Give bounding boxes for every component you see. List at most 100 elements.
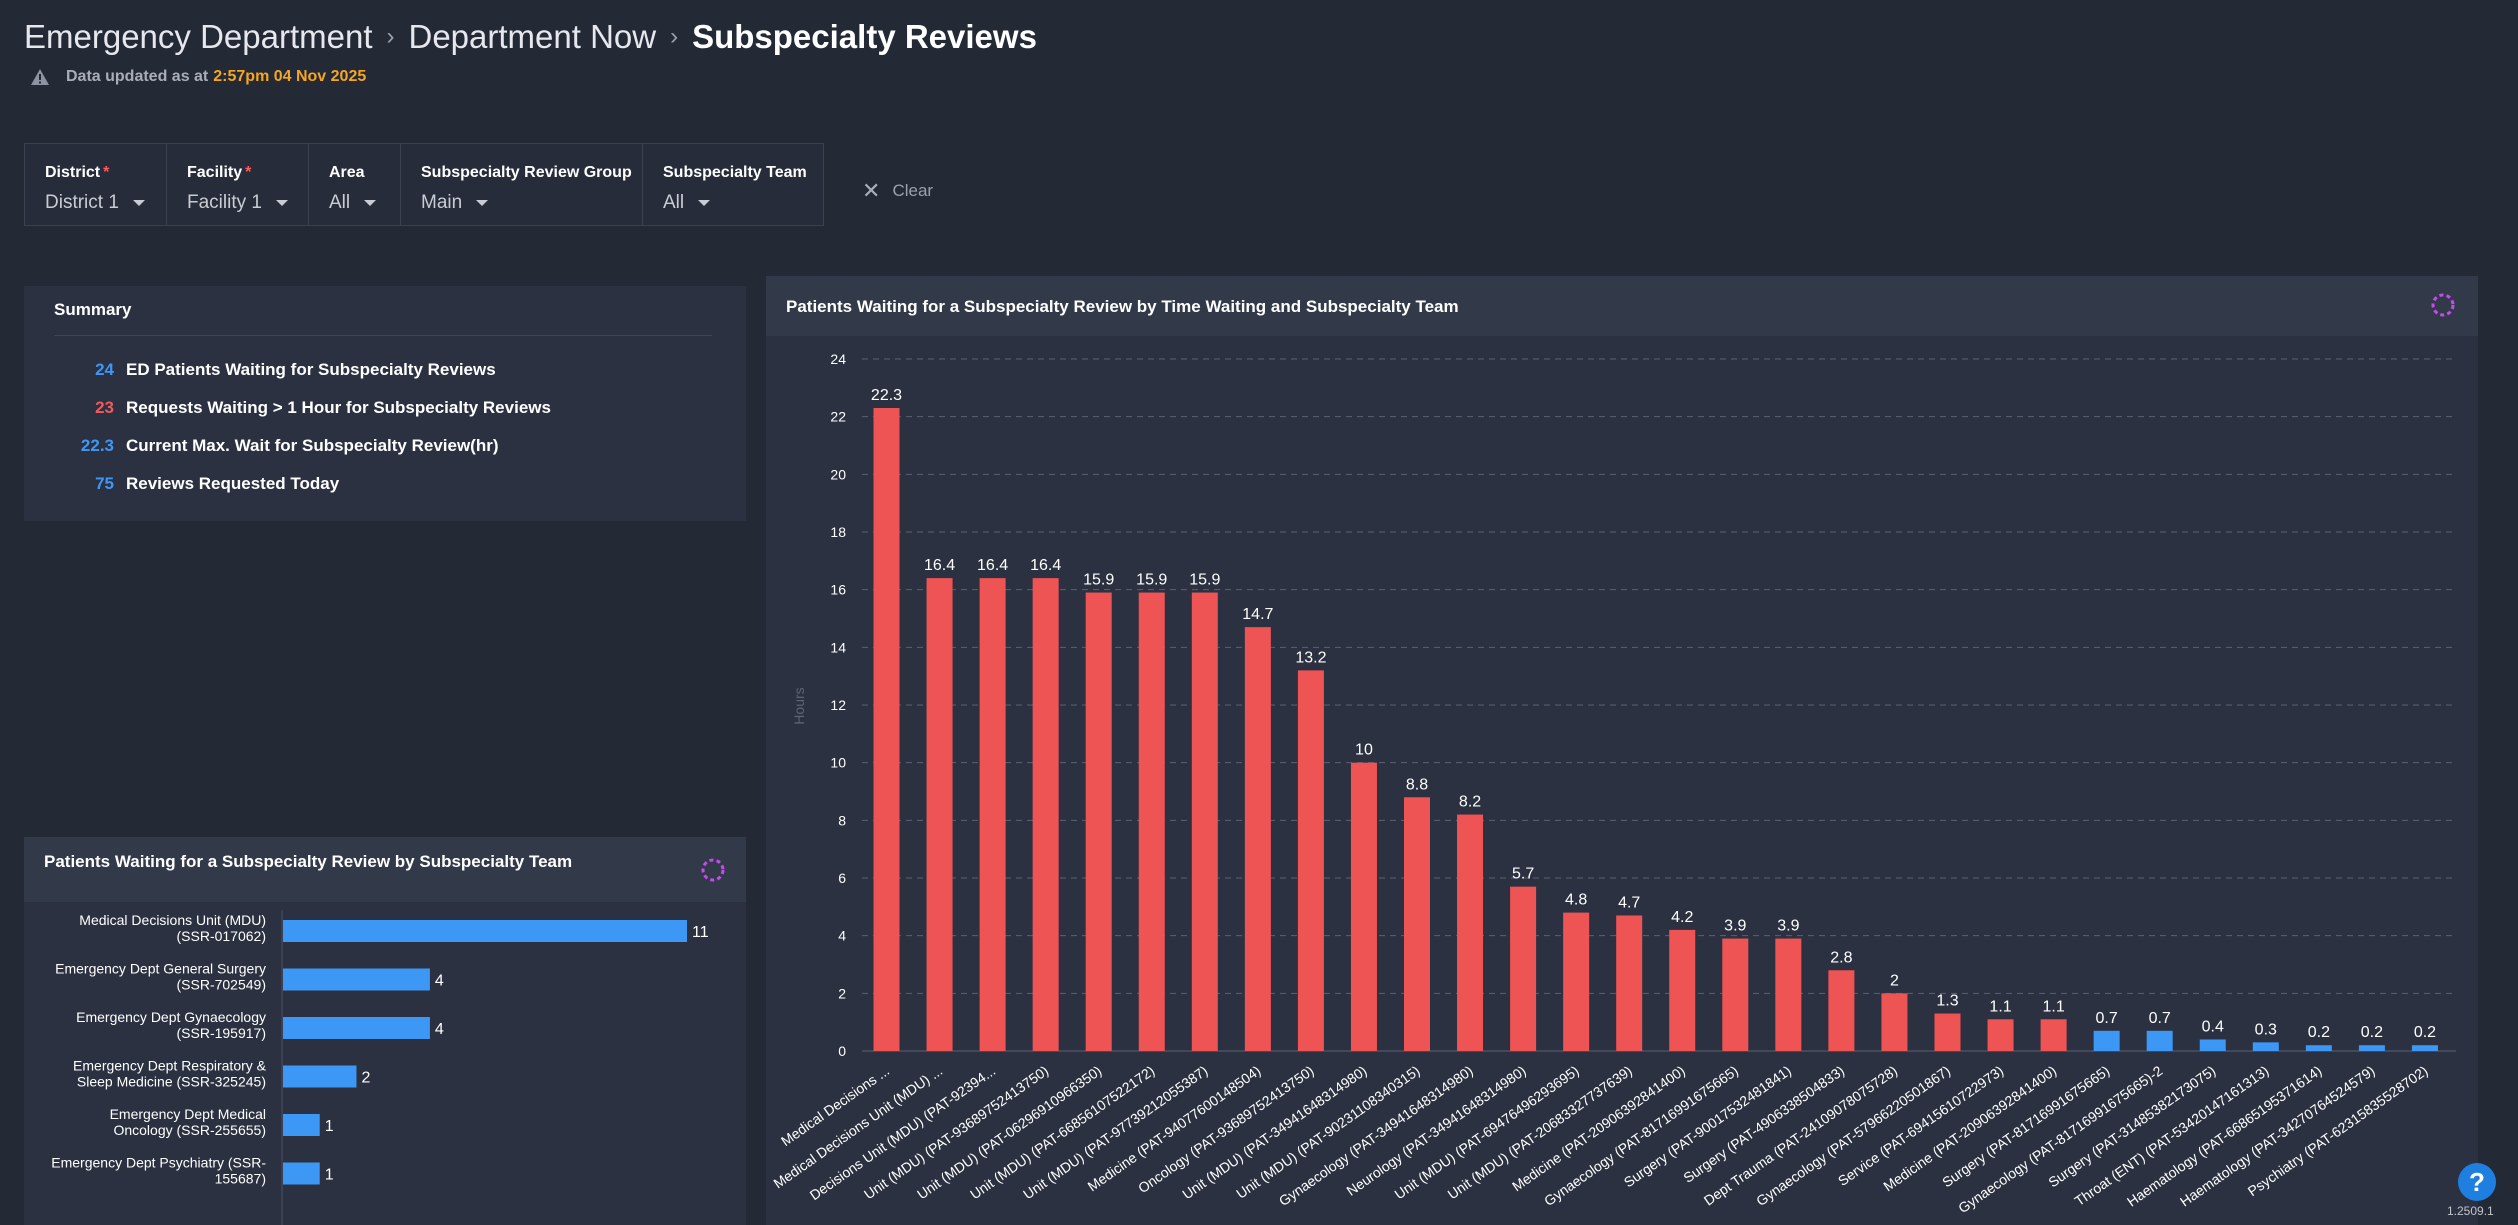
y-tick-label: 20 [830,466,846,482]
wait-bar[interactable] [2411,1045,2438,1051]
wait-bar[interactable] [1350,762,1377,1051]
district-select[interactable]: District 1 [45,192,146,214]
team-chart-header: Patients Waiting for a Subspecialty Revi… [24,837,746,902]
chevron-right-icon: › [670,23,679,50]
wait-bar[interactable] [2305,1045,2332,1051]
summary-value: 22.3 [80,436,114,455]
summary-row: 23 Requests Waiting > 1 Hour for Subspec… [54,398,551,418]
district-filter-label: District [45,164,101,181]
x-tick-label: Throat (ENT) (PAT-53420147161313) [2072,1062,2272,1209]
wait-bar[interactable] [1987,1019,2014,1051]
facility-filter-label: Facility [187,164,243,181]
x-tick-label: Gynaecology (PAT-57966220501867) [1753,1062,1953,1209]
wait-bar[interactable] [1722,938,1749,1051]
team-bar-value: 4 [435,1021,444,1038]
team-category-label: (SSR-017062) [177,928,267,944]
subspecialty-review-group-select[interactable]: Main [421,192,622,214]
caret-down-icon [476,200,489,206]
caret-down-icon [132,200,145,206]
wait-bar[interactable] [1669,929,1696,1051]
wait-bar[interactable] [1510,886,1537,1051]
subspecialty-review-group-filter[interactable]: Subspecialty Review Group Main [401,144,643,225]
data-updated-label: Data updated as at [66,68,209,85]
x-tick-label: Haematology (PAT-66865195371614) [2124,1062,2325,1209]
team-chart-panel: Patients Waiting for a Subspecialty Revi… [24,837,746,1225]
clear-label: Clear [892,181,934,200]
wait-bar[interactable] [1616,915,1643,1051]
wait-bar[interactable] [2252,1042,2279,1051]
summary-title: Summary [54,300,132,319]
facility-select[interactable]: Facility 1 [187,192,288,214]
team-category-label: Oncology (SSR-255655) [113,1122,266,1138]
district-filter[interactable]: District * District 1 [25,144,167,225]
wait-bar-value: 15.9 [1189,572,1220,589]
area-filter[interactable]: Area All [309,144,401,225]
wait-bar[interactable] [1085,592,1112,1051]
y-tick-label: 6 [838,870,846,886]
team-category-label: Sleep Medicine (SSR-325245) [77,1074,266,1090]
team-bar[interactable] [283,1017,430,1039]
subspecialty-review-group-label: Subspecialty Review Group [421,164,632,181]
wait-bar[interactable] [1138,592,1165,1051]
wait-bar[interactable] [1404,797,1430,1051]
wait-bar[interactable] [1244,627,1271,1051]
wait-bar[interactable] [1191,592,1218,1051]
team-bar[interactable] [283,968,430,991]
wait-bar-value: 16.4 [924,557,955,574]
wait-bar[interactable] [926,578,953,1051]
warning-icon [31,69,49,85]
y-tick-label: 22 [830,409,846,425]
wait-bar[interactable] [1881,993,1908,1051]
chevron-right-icon: › [386,23,395,50]
wait-bar[interactable] [1457,814,1484,1051]
breadcrumb-emergency-department[interactable]: Emergency Department [24,18,373,55]
wait-bar[interactable] [2358,1045,2385,1051]
summary-label: Reviews Requested Today [126,474,340,493]
required-marker: * [103,164,110,181]
wait-bar[interactable] [2146,1030,2173,1051]
wait-bar[interactable] [2199,1039,2226,1051]
facility-filter[interactable]: Facility * Facility 1 [167,144,309,225]
wait-bar-value: 4.8 [1565,892,1587,909]
page-title: Subspecialty Reviews [692,18,1037,55]
wait-bar[interactable] [873,408,900,1051]
subspecialty-team-select[interactable]: All [663,192,803,214]
wait-bar-value: 2 [1890,972,1899,989]
wait-bar[interactable] [1828,970,1855,1051]
team-bar[interactable] [283,1162,320,1185]
team-bar-value: 1 [325,1118,334,1135]
breadcrumb-department-now[interactable]: Department Now [408,18,657,55]
wait-bar[interactable] [1934,1013,1961,1051]
wait-bar-value: 1.1 [2042,998,2064,1015]
team-category-label: (SSR-195917) [177,1025,267,1041]
wait-bar[interactable] [979,578,1006,1051]
wait-bar[interactable] [2040,1019,2067,1051]
wait-bar-value: 0.2 [2361,1024,2383,1041]
caret-down-icon [698,200,711,206]
loading-spinner-icon [701,858,725,882]
wait-bar[interactable] [1563,912,1590,1051]
team-bar[interactable] [283,1065,357,1088]
wait-bar-value: 0.7 [2096,1010,2118,1027]
wait-bar[interactable] [1297,670,1324,1051]
divider [54,335,712,336]
wait-bar[interactable] [2093,1030,2120,1051]
summary-row: 75 Reviews Requested Today [54,474,339,494]
wait-bar-value: 13.2 [1295,649,1326,666]
wait-bar[interactable] [1032,578,1059,1051]
area-select[interactable]: All [329,192,380,214]
y-tick-label: 8 [838,812,846,828]
help-button[interactable]: ? [2458,1163,2496,1201]
facility-value: Facility 1 [187,192,262,213]
wait-bar[interactable] [1775,938,1802,1051]
breadcrumb: Emergency Department › Department Now › … [24,18,1037,56]
loading-spinner-icon [2431,293,2455,317]
team-bar[interactable] [283,1114,320,1136]
subspecialty-team-filter[interactable]: Subspecialty Team All [643,144,823,225]
clear-filters-button[interactable]: ✕ Clear [862,178,933,204]
team-bar[interactable] [283,920,687,942]
summary-label: ED Patients Waiting for Subspecialty Rev… [126,360,496,379]
team-category-label: Emergency Dept Medical [110,1106,266,1122]
